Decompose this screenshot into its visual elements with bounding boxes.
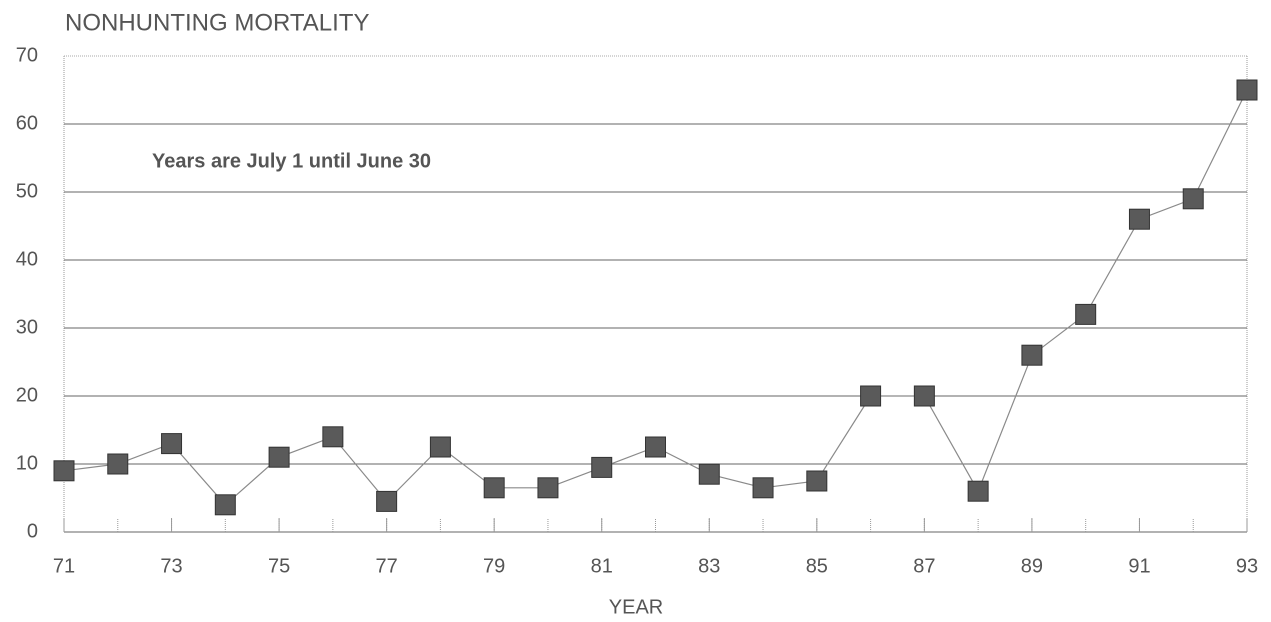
- y-tick-label: 70: [16, 44, 38, 66]
- data-marker: [53, 460, 75, 482]
- data-marker: [268, 446, 290, 468]
- y-tick-label: 30: [16, 316, 38, 338]
- x-tick-label: 89: [1021, 555, 1043, 577]
- data-marker: [860, 385, 882, 407]
- data-marker: [537, 477, 559, 499]
- data-marker: [752, 477, 774, 499]
- data-marker: [483, 477, 505, 499]
- x-tick-label: 93: [1236, 555, 1258, 577]
- x-tick-label: 75: [268, 555, 290, 577]
- data-marker: [429, 436, 451, 458]
- data-marker: [1182, 188, 1204, 210]
- data-marker: [1021, 344, 1043, 366]
- x-tick-label: 77: [376, 555, 398, 577]
- data-marker: [645, 436, 666, 458]
- data-marker: [591, 456, 613, 478]
- data-marker: [214, 494, 236, 516]
- data-marker: [1075, 303, 1097, 325]
- data-marker: [161, 433, 183, 455]
- y-tick-label: 60: [16, 112, 38, 134]
- chart-title: NONHUNTING MORTALITY: [65, 9, 369, 36]
- y-tick-label: 40: [16, 248, 38, 270]
- x-tick-label: 91: [1128, 555, 1150, 577]
- x-tick-label: 71: [53, 555, 75, 577]
- x-tick-label: 83: [698, 555, 720, 577]
- x-axis-label: YEAR: [609, 596, 663, 618]
- y-tick-label: 0: [27, 520, 38, 542]
- data-marker: [698, 463, 720, 485]
- x-tick-label: 85: [806, 555, 828, 577]
- data-marker: [1236, 79, 1258, 101]
- data-marker: [913, 385, 935, 407]
- x-tick-label: 81: [591, 555, 613, 577]
- data-marker: [1128, 208, 1150, 230]
- x-tick-label: 73: [160, 555, 182, 577]
- x-tick-label: 79: [483, 555, 505, 577]
- data-marker: [967, 480, 989, 502]
- y-tick-label: 20: [16, 384, 38, 406]
- data-marker: [107, 453, 129, 475]
- data-marker: [322, 426, 344, 448]
- data-marker: [376, 490, 398, 512]
- x-tick-label: 87: [913, 555, 935, 577]
- data-marker: [806, 470, 828, 492]
- y-tick-label: 10: [16, 452, 38, 474]
- y-tick-label: 50: [16, 180, 38, 202]
- annotation: Years are July 1 until June 30: [152, 150, 431, 172]
